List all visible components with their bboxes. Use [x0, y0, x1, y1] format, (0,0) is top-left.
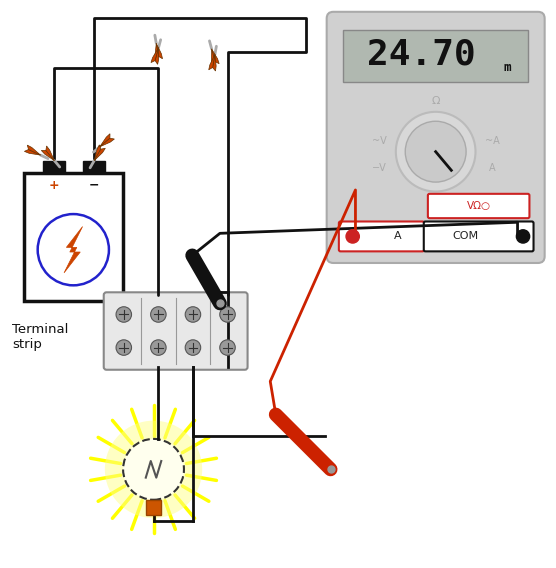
Text: −: −: [89, 179, 100, 192]
Text: VΩ○: VΩ○: [466, 201, 490, 211]
Circle shape: [116, 340, 132, 356]
Circle shape: [105, 421, 202, 518]
Text: ~V: ~V: [372, 136, 386, 145]
Circle shape: [396, 112, 475, 191]
Circle shape: [346, 230, 359, 243]
Polygon shape: [155, 48, 158, 64]
Polygon shape: [212, 55, 216, 71]
Text: COM: COM: [453, 231, 479, 241]
FancyBboxPatch shape: [104, 293, 247, 370]
Polygon shape: [94, 145, 101, 161]
Circle shape: [185, 340, 201, 356]
Text: 24.70: 24.70: [366, 37, 475, 72]
Polygon shape: [151, 48, 158, 62]
Circle shape: [123, 439, 184, 500]
Text: OFF: OFF: [426, 197, 445, 206]
Polygon shape: [155, 43, 158, 60]
FancyBboxPatch shape: [428, 194, 529, 218]
Polygon shape: [211, 49, 215, 65]
Text: Ω: Ω: [431, 96, 440, 106]
Polygon shape: [100, 133, 110, 147]
Text: m: m: [504, 61, 512, 74]
Bar: [43, 161, 66, 173]
Polygon shape: [24, 149, 41, 155]
Polygon shape: [64, 227, 83, 273]
Text: A: A: [489, 163, 495, 173]
Polygon shape: [27, 145, 41, 155]
Polygon shape: [208, 55, 215, 70]
Circle shape: [38, 214, 109, 285]
Polygon shape: [212, 49, 219, 64]
Circle shape: [220, 307, 235, 322]
Circle shape: [220, 340, 235, 356]
Text: +: +: [49, 179, 59, 192]
Circle shape: [151, 340, 166, 356]
Text: Terminal
strip: Terminal strip: [12, 323, 69, 350]
Bar: [23, 173, 123, 300]
Polygon shape: [156, 43, 162, 59]
Bar: [83, 161, 105, 173]
Polygon shape: [100, 138, 115, 147]
Circle shape: [517, 230, 530, 243]
Circle shape: [116, 307, 132, 322]
Text: ~A: ~A: [485, 136, 499, 145]
Bar: [343, 30, 528, 82]
Text: −V: −V: [372, 163, 386, 173]
Circle shape: [151, 307, 166, 322]
Polygon shape: [94, 148, 105, 161]
FancyBboxPatch shape: [327, 12, 545, 263]
FancyBboxPatch shape: [424, 222, 534, 252]
Polygon shape: [41, 151, 54, 161]
Circle shape: [405, 121, 466, 182]
Polygon shape: [46, 146, 54, 161]
Circle shape: [185, 307, 201, 322]
Bar: [146, 500, 161, 515]
Text: A: A: [394, 231, 401, 241]
FancyBboxPatch shape: [339, 222, 424, 252]
